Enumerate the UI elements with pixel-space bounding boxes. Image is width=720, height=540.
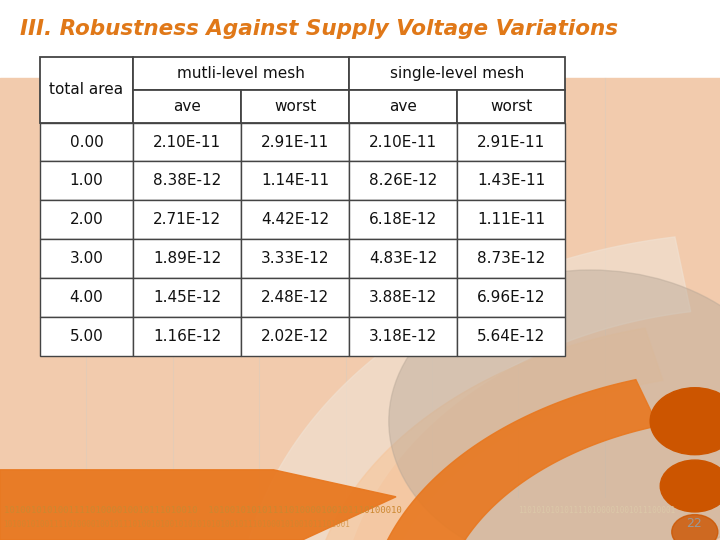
Text: 6.18E-12: 6.18E-12 xyxy=(369,212,437,227)
Circle shape xyxy=(650,388,720,455)
Text: 8.38E-12: 8.38E-12 xyxy=(153,173,221,188)
Text: total area: total area xyxy=(50,82,123,97)
Text: 2.91E-11: 2.91E-11 xyxy=(477,134,545,150)
Text: 8.73E-12: 8.73E-12 xyxy=(477,251,545,266)
Text: III. Robustness Against Supply Voltage Variations: III. Robustness Against Supply Voltage V… xyxy=(20,19,618,39)
Text: mutli-level mesh: mutli-level mesh xyxy=(177,66,305,81)
Bar xyxy=(133,200,241,239)
Bar xyxy=(241,90,349,123)
Bar xyxy=(349,123,457,161)
Bar xyxy=(133,123,241,161)
Bar xyxy=(40,123,133,161)
Text: 6.96E-12: 6.96E-12 xyxy=(477,290,546,305)
Text: 4.42E-12: 4.42E-12 xyxy=(261,212,329,227)
Text: 2.71E-12: 2.71E-12 xyxy=(153,212,221,227)
Bar xyxy=(457,278,565,317)
Text: 2.91E-11: 2.91E-11 xyxy=(261,134,329,150)
Polygon shape xyxy=(0,470,396,540)
Text: 22: 22 xyxy=(686,517,702,530)
Bar xyxy=(349,90,457,123)
Bar xyxy=(349,200,457,239)
Bar xyxy=(349,317,457,356)
Text: 5.00: 5.00 xyxy=(70,329,103,344)
Text: 2.10E-11: 2.10E-11 xyxy=(369,134,437,150)
Text: 1.14E-11: 1.14E-11 xyxy=(261,173,329,188)
Circle shape xyxy=(660,460,720,512)
Bar xyxy=(241,161,349,200)
Text: 1.89E-12: 1.89E-12 xyxy=(153,251,221,266)
Bar xyxy=(40,161,133,200)
Text: 0.00: 0.00 xyxy=(70,134,103,150)
Bar xyxy=(349,239,457,278)
Text: 3.00: 3.00 xyxy=(69,251,104,266)
Polygon shape xyxy=(238,237,690,540)
Bar xyxy=(457,90,565,123)
Text: 1.43E-11: 1.43E-11 xyxy=(477,173,545,188)
Bar xyxy=(133,90,241,123)
Bar xyxy=(133,161,241,200)
Text: 4.00: 4.00 xyxy=(70,290,103,305)
Bar xyxy=(40,200,133,239)
Bar xyxy=(40,278,133,317)
Bar xyxy=(133,57,349,90)
Text: 1101010101011110100001001011100001: 1101010101011110100001001011100001 xyxy=(518,506,675,515)
Bar xyxy=(241,317,349,356)
Bar xyxy=(457,161,565,200)
Text: 101001010011110100001001011101001010010101010101001011101000101001011101001: 1010010100111101000010010111010010100101… xyxy=(4,521,351,529)
Text: 5.64E-12: 5.64E-12 xyxy=(477,329,545,344)
Bar xyxy=(457,239,565,278)
Bar xyxy=(457,123,565,161)
Text: worst: worst xyxy=(274,99,316,114)
Text: 1.00: 1.00 xyxy=(70,173,103,188)
Bar xyxy=(40,239,133,278)
Polygon shape xyxy=(367,380,658,540)
Bar xyxy=(40,57,133,123)
Bar xyxy=(457,200,565,239)
Bar xyxy=(349,57,565,90)
Text: ave: ave xyxy=(390,99,417,114)
Text: 101001010100111101000010010111010010  101001010101111010000100101110100010: 101001010100111101000010010111010010 101… xyxy=(4,506,401,515)
Text: 2.48E-12: 2.48E-12 xyxy=(261,290,329,305)
Bar xyxy=(241,123,349,161)
Text: 2.00: 2.00 xyxy=(70,212,103,227)
Polygon shape xyxy=(310,328,663,540)
Bar xyxy=(40,317,133,356)
Text: single-level mesh: single-level mesh xyxy=(390,66,524,81)
Bar xyxy=(133,278,241,317)
Circle shape xyxy=(389,270,720,540)
Text: worst: worst xyxy=(490,99,532,114)
Bar xyxy=(457,317,565,356)
Text: 3.33E-12: 3.33E-12 xyxy=(261,251,330,266)
Bar xyxy=(241,200,349,239)
Circle shape xyxy=(672,515,718,540)
Text: 1.45E-12: 1.45E-12 xyxy=(153,290,221,305)
Text: ave: ave xyxy=(174,99,201,114)
Text: 3.18E-12: 3.18E-12 xyxy=(369,329,437,344)
Text: 1.16E-12: 1.16E-12 xyxy=(153,329,221,344)
Text: 3.88E-12: 3.88E-12 xyxy=(369,290,437,305)
Bar xyxy=(133,239,241,278)
Bar xyxy=(349,161,457,200)
Text: 8.26E-12: 8.26E-12 xyxy=(369,173,437,188)
Text: 1.11E-11: 1.11E-11 xyxy=(477,212,545,227)
Text: 2.02E-12: 2.02E-12 xyxy=(261,329,329,344)
Bar xyxy=(241,278,349,317)
Bar xyxy=(133,317,241,356)
Text: 2.10E-11: 2.10E-11 xyxy=(153,134,221,150)
Bar xyxy=(241,239,349,278)
Bar xyxy=(349,278,457,317)
Text: 4.83E-12: 4.83E-12 xyxy=(369,251,437,266)
